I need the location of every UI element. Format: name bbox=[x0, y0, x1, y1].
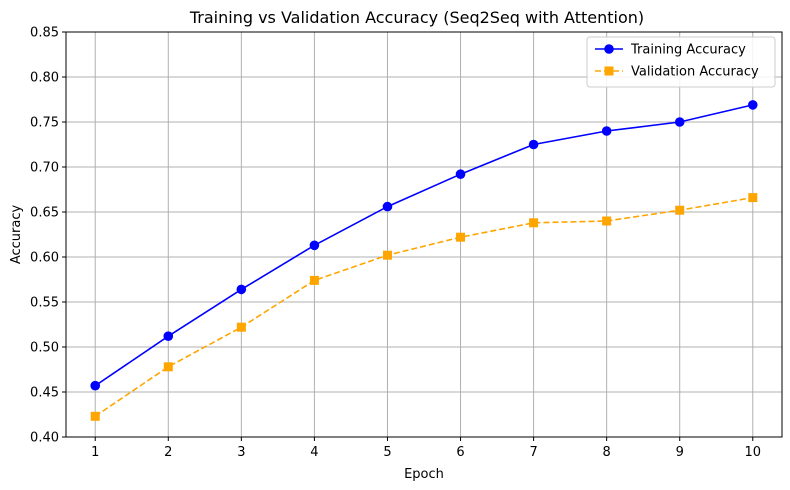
y-tick-label: 0.75 bbox=[30, 116, 59, 131]
data-point bbox=[382, 201, 393, 212]
series-line bbox=[94, 196, 753, 417]
chart-title: Training vs Validation Accuracy (Seq2Seq… bbox=[189, 8, 644, 27]
data-point bbox=[747, 100, 758, 110]
data-point bbox=[236, 284, 247, 295]
y-tick-label: 0.50 bbox=[30, 341, 59, 356]
x-tick-label: 9 bbox=[676, 445, 684, 460]
x-tick-label: 6 bbox=[456, 445, 464, 460]
data-point bbox=[90, 411, 100, 421]
legend-marker bbox=[604, 44, 614, 54]
y-tick-label: 0.80 bbox=[30, 71, 59, 86]
y-tick-label: 0.45 bbox=[30, 386, 59, 401]
data-point bbox=[236, 322, 246, 332]
legend-label: Validation Accuracy bbox=[631, 65, 759, 80]
plot-frame bbox=[65, 31, 783, 438]
legend-box bbox=[586, 36, 776, 88]
series-line bbox=[94, 104, 753, 387]
x-tick-label: 4 bbox=[310, 445, 318, 460]
x-tick-label: 3 bbox=[237, 445, 245, 460]
data-point bbox=[602, 216, 612, 226]
data-point bbox=[309, 275, 319, 285]
x-tick-label: 2 bbox=[164, 445, 172, 460]
legend-marker bbox=[604, 66, 614, 76]
data-point bbox=[382, 250, 392, 260]
data-point bbox=[748, 193, 758, 203]
x-tick-label: 1 bbox=[91, 445, 99, 460]
y-tick-label: 0.55 bbox=[30, 296, 59, 311]
x-tick-label: 7 bbox=[529, 445, 537, 460]
y-axis: 0.40 0.45 0.50 0.55 0.60 0.65 0.70 0.75 0.80 0.85 bbox=[30, 26, 66, 446]
data-point bbox=[455, 169, 466, 179]
y-axis-label: Accuracy bbox=[9, 205, 24, 265]
x-axis-label: Epoch bbox=[404, 467, 444, 482]
data-point bbox=[674, 117, 685, 127]
y-tick-label: 0.65 bbox=[30, 206, 59, 221]
series-layer bbox=[90, 100, 758, 421]
data-point bbox=[456, 232, 466, 242]
y-tick-label: 0.85 bbox=[30, 26, 59, 41]
data-point bbox=[675, 205, 685, 215]
legend-label: Training Accuracy bbox=[630, 43, 746, 58]
legend: Training Accuracy Validation Accuracy bbox=[586, 36, 776, 88]
data-point bbox=[529, 218, 539, 228]
data-point bbox=[163, 362, 173, 372]
y-tick-label: 0.70 bbox=[30, 161, 59, 176]
data-point bbox=[528, 139, 539, 150]
x-axis: 1 2 3 4 5 6 7 8 9 10 bbox=[91, 437, 761, 460]
data-point bbox=[163, 331, 174, 342]
x-tick-label: 5 bbox=[383, 445, 391, 460]
data-point bbox=[309, 240, 320, 251]
y-tick-label: 0.60 bbox=[30, 251, 59, 266]
x-tick-label: 10 bbox=[745, 445, 762, 460]
data-point bbox=[90, 380, 101, 391]
series-validation bbox=[90, 193, 758, 421]
data-point bbox=[601, 126, 612, 136]
x-tick-label: 8 bbox=[603, 445, 611, 460]
y-tick-label: 0.40 bbox=[30, 431, 59, 446]
series-training bbox=[90, 100, 758, 391]
grid bbox=[66, 31, 782, 438]
